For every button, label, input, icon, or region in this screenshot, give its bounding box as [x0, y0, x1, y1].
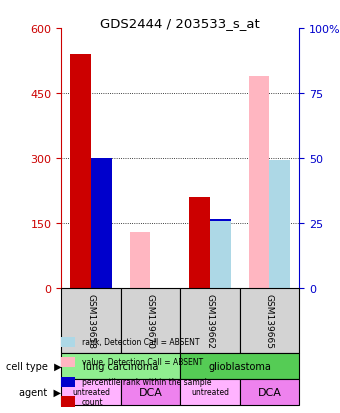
Text: untreated: untreated: [72, 387, 110, 396]
FancyBboxPatch shape: [61, 353, 180, 379]
FancyBboxPatch shape: [61, 379, 121, 405]
Text: DCA: DCA: [138, 387, 163, 397]
FancyBboxPatch shape: [240, 379, 299, 405]
Text: GSM139662: GSM139662: [205, 293, 215, 348]
Bar: [249, 76, 269, 288]
FancyBboxPatch shape: [180, 379, 240, 405]
Text: untreated: untreated: [191, 387, 229, 396]
Bar: [70, 55, 91, 288]
Text: rank, Detection Call = ABSENT: rank, Detection Call = ABSENT: [82, 337, 199, 347]
Text: GDS2444 / 203533_s_at: GDS2444 / 203533_s_at: [100, 17, 260, 29]
Text: GSM139670: GSM139670: [146, 293, 155, 348]
Bar: [210, 221, 231, 288]
Text: count: count: [82, 397, 103, 406]
Bar: [130, 232, 150, 288]
Text: cell type  ▶: cell type ▶: [5, 361, 61, 371]
Text: percentile rank within the sample: percentile rank within the sample: [82, 377, 211, 386]
FancyBboxPatch shape: [240, 288, 299, 353]
Text: DCA: DCA: [257, 387, 282, 397]
Text: GSM139658: GSM139658: [86, 293, 96, 348]
Text: agent  ▶: agent ▶: [19, 387, 61, 397]
Text: glioblastoma: glioblastoma: [208, 361, 271, 371]
Bar: [189, 197, 210, 288]
Bar: [269, 161, 290, 288]
Text: lung carcinoma: lung carcinoma: [83, 361, 158, 371]
FancyBboxPatch shape: [121, 379, 180, 405]
FancyBboxPatch shape: [180, 288, 240, 353]
FancyBboxPatch shape: [61, 288, 121, 353]
Text: GSM139665: GSM139665: [265, 293, 274, 348]
FancyBboxPatch shape: [121, 288, 180, 353]
Bar: [91, 159, 112, 288]
FancyBboxPatch shape: [180, 353, 299, 379]
Text: value, Detection Call = ABSENT: value, Detection Call = ABSENT: [82, 357, 203, 366]
Bar: [210, 219, 231, 288]
